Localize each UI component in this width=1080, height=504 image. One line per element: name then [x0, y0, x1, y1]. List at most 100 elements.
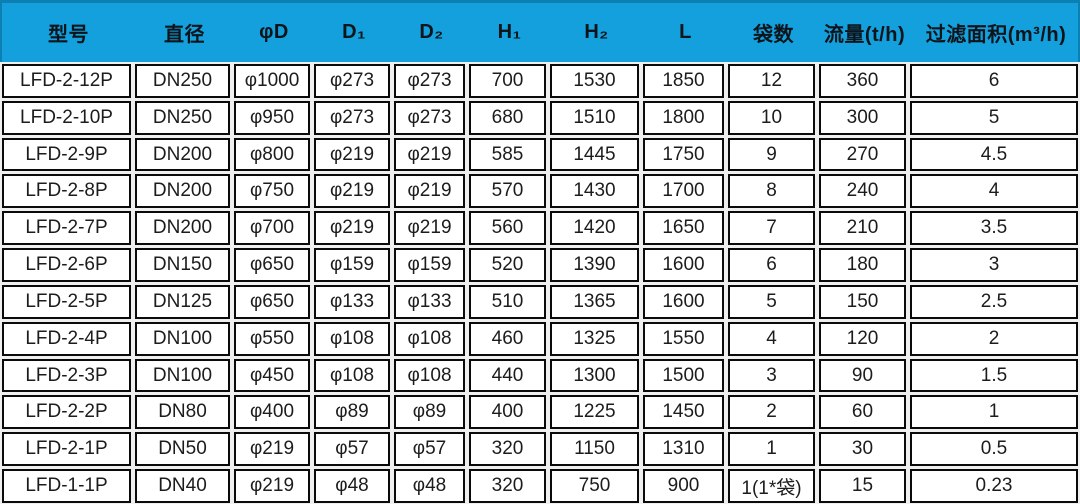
table-cell-d1: φ273: [314, 100, 390, 135]
table-cell-d2: φ48: [394, 469, 465, 503]
column-header-d2: D₂: [419, 21, 444, 43]
table-cell-flow-rate: 30: [819, 432, 906, 467]
table-cell-flow-rate: 240: [819, 174, 906, 209]
table-cell-bag-count: 1: [728, 432, 815, 467]
table-cell-filter-area: 6: [910, 64, 1078, 98]
table-cell-l: 1600: [643, 248, 724, 282]
table-cell-filter-area: 1: [910, 395, 1078, 430]
table-cell-d1: φ273: [314, 64, 390, 98]
table-cell-d2: φ273: [394, 64, 465, 98]
column-header-flow-rate: 流量(t/h): [823, 24, 906, 46]
table-cell-filter-area: 0.5: [910, 432, 1078, 467]
table-cell-d1: φ48: [314, 469, 390, 503]
table-cell-h2: 1430: [550, 174, 639, 209]
table-cell-d1: φ133: [314, 284, 390, 319]
table-cell-bag-count: 2: [728, 395, 815, 430]
table-cell-phi-d: φ750: [234, 174, 310, 209]
table-cell-filter-area: 2.5: [910, 284, 1078, 319]
table-cell-phi-d: φ650: [234, 284, 310, 319]
table-cell-d1: φ108: [314, 358, 390, 393]
table-row: LFD-2-7P DN200 φ700 φ219 φ219 560 1420 1650 7 210…: [0, 209, 1080, 246]
table-cell-h2: 1300: [550, 358, 639, 393]
table-cell-l: 1850: [643, 64, 724, 98]
table-cell-l: 1800: [643, 100, 724, 135]
table-cell-d2: φ108: [394, 358, 465, 393]
table-row: LFD-2-2P DN80 φ400 φ89 φ89 400 1225 1450 2 60 1: [0, 393, 1080, 430]
table-cell-d1: φ108: [314, 321, 390, 356]
table-cell-h2: 1530: [550, 64, 639, 98]
table-cell-model: LFD-2-12P: [2, 64, 131, 98]
table-row: LFD-2-3P DN100 φ450 φ108 φ108 440 1300 1500 3 90 1…: [0, 357, 1080, 394]
table-cell-model: LFD-2-6P: [2, 248, 131, 282]
table-cell-d2: φ89: [394, 395, 465, 430]
table-cell-d2: φ133: [394, 284, 465, 319]
table-cell-h1: 520: [469, 248, 546, 282]
table-cell-phi-d: φ1000: [234, 64, 310, 98]
table-cell-diameter: DN200: [135, 174, 230, 209]
table-cell-d2: φ219: [394, 174, 465, 209]
table-cell-diameter: DN100: [135, 358, 230, 393]
table-row: LFD-2-10P DN250 φ950 φ273 φ273 680 1510 1800 10 3…: [0, 99, 1080, 136]
table-cell-model: LFD-2-4P: [2, 321, 131, 356]
table-cell-filter-area: 3.5: [910, 211, 1078, 246]
table-cell-diameter: DN125: [135, 284, 230, 319]
table-cell-h1: 570: [469, 174, 546, 209]
table-cell-filter-area: 2: [910, 321, 1078, 356]
table-cell-d2: φ219: [394, 137, 465, 172]
table-cell-d1: φ159: [314, 248, 390, 282]
table-cell-l: 1750: [643, 137, 724, 172]
table-cell-phi-d: φ400: [234, 395, 310, 430]
table-cell-l: 1600: [643, 284, 724, 319]
table-cell-diameter: DN100: [135, 321, 230, 356]
table-cell-d2: φ273: [394, 100, 465, 135]
table-cell-bag-count: 5: [728, 284, 815, 319]
table-cell-h1: 320: [469, 432, 546, 467]
table-cell-model: LFD-1-1P: [2, 469, 131, 503]
table-cell-h1: 440: [469, 358, 546, 393]
table-cell-flow-rate: 15: [819, 469, 906, 503]
table-cell-phi-d: φ219: [234, 432, 310, 467]
column-header-phi-d: φD: [259, 21, 289, 43]
table-cell-d1: φ89: [314, 395, 390, 430]
table-cell-d2: φ57: [394, 432, 465, 467]
table-row: LFD-2-4P DN100 φ550 φ108 φ108 460 1325 1550 4 120…: [0, 320, 1080, 357]
table-cell-d1: φ219: [314, 174, 390, 209]
table-cell-model: LFD-2-5P: [2, 284, 131, 319]
table-cell-h1: 510: [469, 284, 546, 319]
table-cell-l: 1700: [643, 174, 724, 209]
column-header-bag-count: 袋数: [753, 24, 794, 46]
table-cell-l: 1450: [643, 395, 724, 430]
table-cell-filter-area: 0.23: [910, 469, 1078, 503]
table-cell-h1: 585: [469, 137, 546, 172]
header-row: 型号 直径 φD D₁ D₂ H₁ H₂ L 袋数 流量(t/h) 过滤面积(m³/h): [0, 0, 1080, 62]
column-header-model: 型号: [48, 24, 89, 46]
table-cell-l: 1550: [643, 321, 724, 356]
column-header-diameter: 直径: [164, 24, 205, 46]
table-cell-model: LFD-2-7P: [2, 211, 131, 246]
table-body: LFD-2-12P DN250 φ1000 φ273 φ273 700 1530 1850 12…: [0, 62, 1080, 504]
table-cell-h2: 750: [550, 469, 639, 503]
table-cell-h1: 400: [469, 395, 546, 430]
table-cell-h2: 1420: [550, 211, 639, 246]
column-header-h2: H₂: [584, 21, 609, 43]
table-row: LFD-2-6P DN150 φ650 φ159 φ159 520 1390 1600 6 180…: [0, 246, 1080, 283]
column-header-d1: D₁: [342, 21, 366, 43]
table-cell-l: 1310: [643, 432, 724, 467]
table-cell-h1: 680: [469, 100, 546, 135]
table-cell-filter-area: 3: [910, 248, 1078, 282]
table-cell-l: 900: [643, 469, 724, 503]
table-cell-flow-rate: 90: [819, 358, 906, 393]
table-cell-bag-count: 12: [728, 64, 815, 98]
table-cell-d2: φ159: [394, 248, 465, 282]
table-cell-flow-rate: 210: [819, 211, 906, 246]
table-cell-phi-d: φ450: [234, 358, 310, 393]
table-cell-bag-count: 3: [728, 358, 815, 393]
table-cell-phi-d: φ219: [234, 469, 310, 503]
table-cell-model: LFD-2-10P: [2, 100, 131, 135]
table-cell-bag-count: 6: [728, 248, 815, 282]
table-row: LFD-1-1P DN40 φ219 φ48 φ48 320 750 900 1(1*袋) 15 0…: [0, 467, 1080, 504]
table-cell-diameter: DN200: [135, 211, 230, 246]
table-cell-phi-d: φ700: [234, 211, 310, 246]
table-cell-d1: φ219: [314, 211, 390, 246]
table-cell-h2: 1445: [550, 137, 639, 172]
